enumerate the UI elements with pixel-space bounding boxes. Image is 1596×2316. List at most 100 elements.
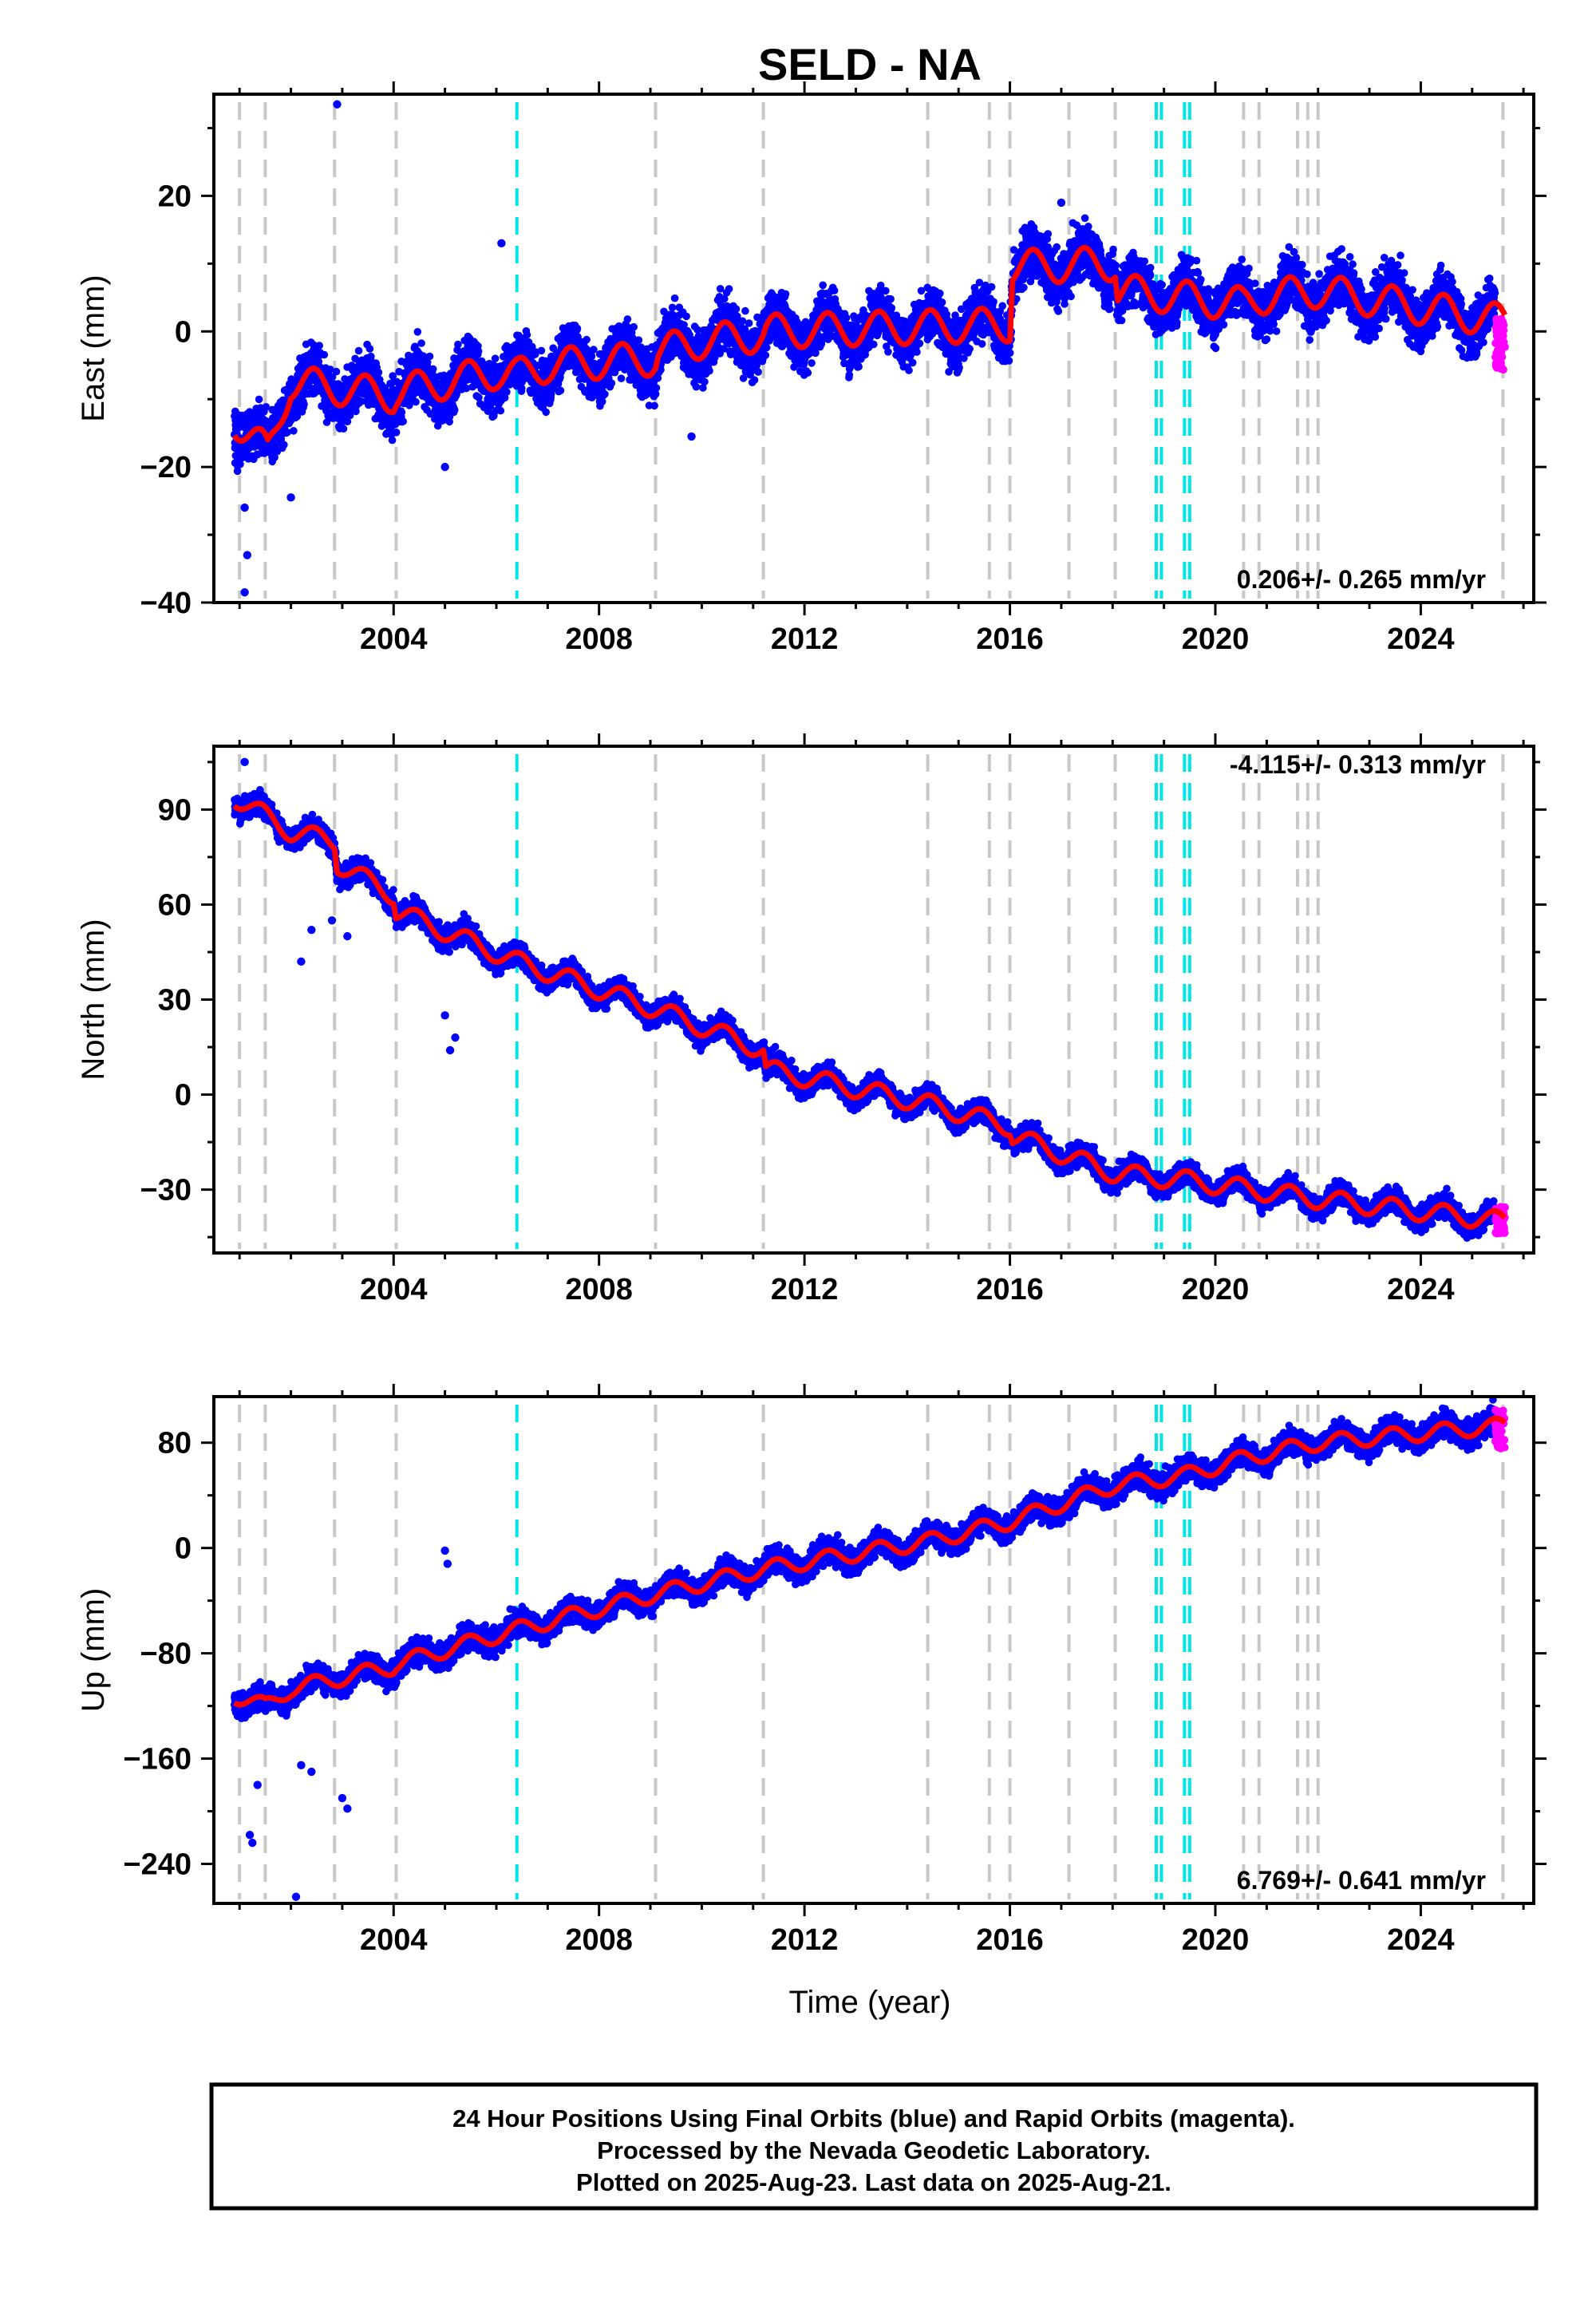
final-orbit-point — [598, 397, 606, 406]
final-orbit-point — [283, 428, 291, 437]
final-orbit-point — [762, 343, 771, 352]
final-orbit-point — [630, 322, 638, 331]
final-orbit-point — [290, 427, 298, 435]
final-orbit-point — [761, 351, 770, 359]
final-orbit-point — [682, 312, 690, 321]
final-orbit-point — [293, 413, 302, 421]
final-orbit-point — [884, 348, 892, 356]
final-orbit-point — [913, 348, 921, 356]
final-orbit-point — [882, 287, 890, 295]
final-orbit-point — [705, 366, 713, 375]
final-orbit-point — [817, 340, 826, 348]
final-orbit-point — [388, 436, 397, 445]
final-orbit-point — [808, 359, 816, 367]
final-orbit-point — [938, 298, 946, 306]
final-orbit-point — [503, 388, 511, 397]
final-orbit-point — [887, 294, 895, 303]
final-orbit-point — [332, 367, 341, 376]
final-orbit-point — [474, 347, 483, 356]
final-orbit-point — [496, 406, 505, 415]
final-orbit-point — [328, 373, 337, 381]
final-orbit-point — [583, 335, 591, 344]
final-orbit-point — [1005, 349, 1014, 358]
final-orbit-point — [725, 285, 733, 293]
final-orbit-point — [300, 400, 308, 409]
final-orbit-point — [339, 425, 348, 433]
final-orbit-point — [523, 330, 531, 339]
final-orbit-point — [343, 417, 352, 425]
final-orbit-point — [262, 403, 271, 411]
final-orbit-point — [255, 395, 263, 404]
final-orbit-point — [650, 401, 658, 410]
final-orbit-point — [236, 460, 244, 468]
final-orbit-point — [399, 417, 408, 425]
final-orbit-point — [425, 352, 434, 361]
final-orbit-point — [315, 342, 324, 350]
final-orbit-point — [955, 364, 963, 372]
final-orbit-point — [607, 379, 616, 388]
final-orbit-point — [346, 411, 354, 420]
final-orbit-point — [998, 302, 1006, 310]
final-orbit-point — [739, 374, 748, 382]
final-orbit-point — [987, 283, 996, 291]
final-orbit-point — [634, 336, 643, 345]
final-orbit-point — [966, 345, 974, 354]
final-orbit-point — [556, 386, 565, 395]
final-orbit-point — [819, 281, 827, 290]
final-orbit-point — [357, 397, 365, 405]
final-orbit-point — [652, 384, 661, 392]
final-orbit-point — [365, 345, 374, 353]
final-orbit-point — [701, 377, 709, 386]
final-orbit-point — [417, 339, 425, 347]
final-orbit-point — [905, 366, 913, 374]
final-orbit-point — [413, 328, 422, 336]
final-orbit-point — [1020, 283, 1028, 292]
final-orbit-point — [454, 340, 462, 349]
final-orbit-point — [754, 368, 762, 376]
final-orbit-point — [322, 418, 331, 426]
final-orbit-point — [392, 429, 401, 437]
final-orbit-point — [908, 358, 917, 367]
final-orbit-point — [781, 290, 790, 298]
final-orbit-point — [732, 305, 741, 314]
final-orbit-point — [670, 294, 679, 302]
final-orbit-point — [537, 346, 546, 355]
final-orbit-point — [668, 303, 677, 312]
final-orbit-point — [990, 298, 998, 306]
final-orbit-point — [491, 354, 500, 363]
final-orbit-point — [887, 304, 896, 312]
final-orbit-point — [320, 350, 329, 359]
final-orbit-point — [450, 406, 459, 414]
final-orbit-point — [1005, 357, 1013, 365]
final-orbit-point — [830, 287, 839, 294]
final-orbit-point — [587, 352, 596, 361]
final-orbit-point — [542, 408, 550, 417]
final-orbit-point — [915, 339, 924, 348]
final-orbit-point — [750, 376, 759, 384]
final-orbit-point — [367, 352, 375, 361]
final-orbit-point — [326, 366, 334, 373]
final-orbit-point — [429, 365, 437, 373]
final-orbit-point — [870, 340, 878, 349]
final-orbit-point — [855, 362, 863, 371]
final-orbit-point — [617, 374, 626, 383]
final-orbit-point — [601, 390, 609, 398]
final-orbit-point — [623, 315, 632, 323]
final-orbit-point — [354, 346, 363, 355]
chart-title: SELD - NA — [758, 39, 982, 89]
final-orbit-point — [936, 289, 944, 298]
final-orbit-point — [804, 369, 812, 377]
final-orbit-point — [692, 382, 701, 391]
final-orbit-point — [412, 397, 420, 406]
plot-area-east — [230, 100, 1509, 599]
final-orbit-point — [741, 306, 749, 315]
final-orbit-point — [397, 408, 406, 417]
final-orbit-point — [573, 324, 582, 333]
final-orbit-point — [978, 340, 986, 348]
final-orbit-point — [280, 441, 288, 449]
final-orbit-point — [374, 368, 383, 377]
final-orbit-point — [842, 314, 851, 322]
